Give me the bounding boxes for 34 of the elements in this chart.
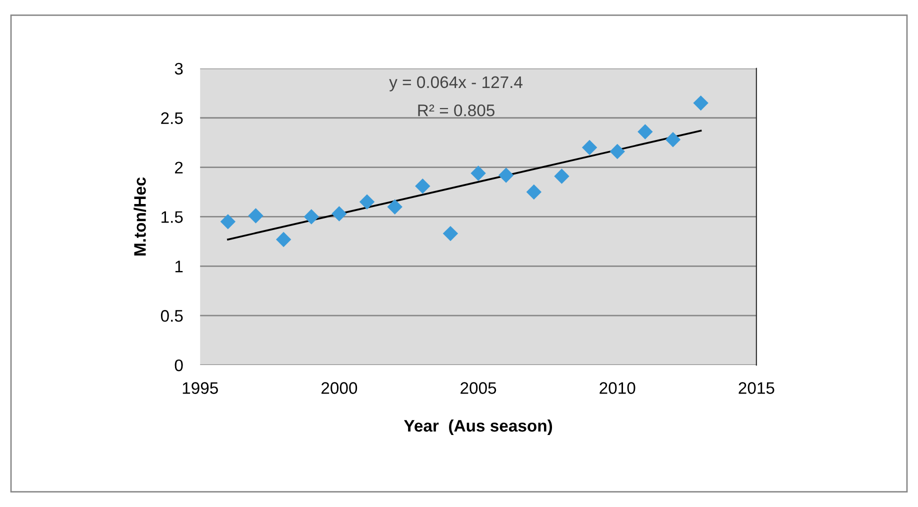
x-tick-label: 2015 (738, 382, 774, 394)
x-axis-title: Year (Aus season) (404, 419, 552, 435)
y-tick-label: 2 (175, 162, 183, 174)
point (554, 168, 570, 184)
y-tick-label: 0.5 (160, 310, 183, 322)
y-tick-label: 1.5 (162, 211, 183, 223)
point (332, 206, 347, 222)
y-tick-label: 0 (174, 359, 183, 372)
point (470, 166, 486, 181)
point (526, 184, 542, 200)
y-tick-label: 1 (175, 260, 183, 272)
point (415, 178, 430, 194)
point (442, 226, 458, 242)
y-tick-label: 2.5 (161, 112, 183, 124)
point (610, 144, 625, 160)
point (665, 132, 681, 148)
x-tick-label: 2010 (600, 382, 636, 394)
point (359, 194, 375, 210)
point (276, 232, 292, 248)
point (498, 168, 514, 183)
point (220, 214, 236, 230)
annotation: y = 0.064x - 127.4 (389, 76, 522, 92)
point (248, 208, 264, 224)
x-tick-label: 2000 (322, 382, 358, 394)
point (304, 209, 319, 224)
x-tick-label: 2005 (460, 382, 496, 394)
point (387, 199, 402, 214)
point (693, 95, 708, 111)
point (582, 140, 598, 156)
point (638, 124, 653, 140)
y-tick-label: 3 (174, 62, 183, 75)
annotation: R² = 0.805 (418, 104, 494, 116)
y-axis-title: M.ton/Hec (134, 177, 146, 256)
x-tick-label: 1995 (182, 382, 218, 394)
